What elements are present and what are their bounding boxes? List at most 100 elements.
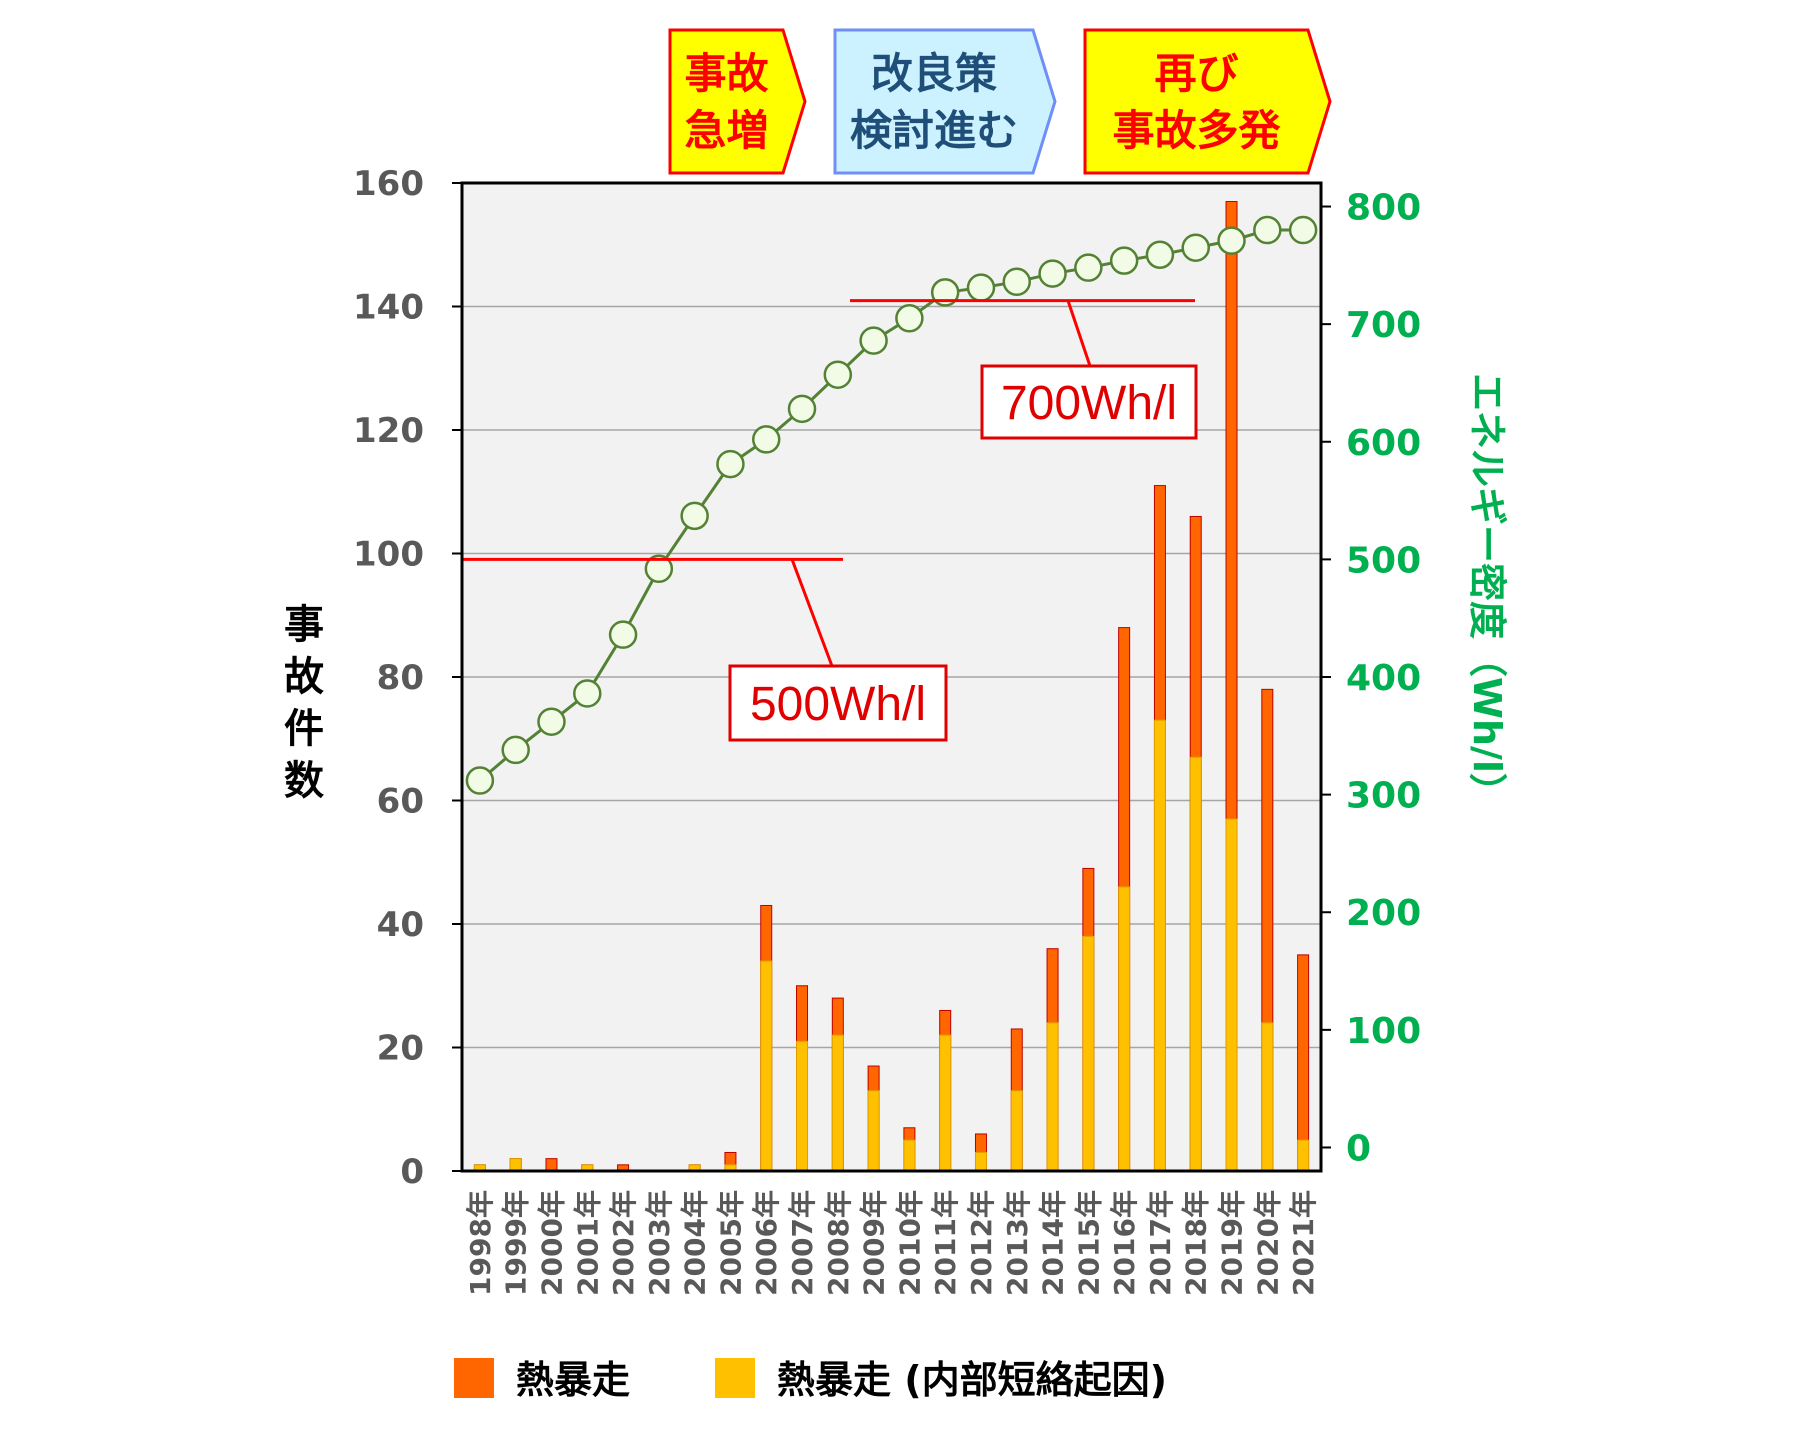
left-axis-ticks: 0 20 40 60 80 100 120 140 160 [353,164,462,1192]
bar-internal-short [1297,1139,1310,1172]
bar-internal-short [903,1139,916,1172]
x-tick-label: 2012年 [965,1190,998,1296]
ref-leader-500 [790,558,834,667]
x-tick-label: 1999年 [500,1190,533,1296]
energy-density-point [573,679,602,708]
bar-internal-short [1010,1090,1023,1172]
bar-internal-short [1082,935,1095,1172]
left-tick-label: 160 [353,164,424,204]
bar-internal-short [509,1158,522,1172]
x-tick-label: 2019年 [1216,1190,1249,1296]
phase-line1: 再び [1154,49,1238,98]
bar-internal-short [939,1034,952,1172]
energy-density-point [930,278,960,307]
energy-density-point [1038,259,1067,288]
right-tick-label: 800 [1346,188,1421,229]
callout-label-500: 500Wh/l [750,678,926,731]
x-tick-label: 2001年 [571,1190,604,1296]
x-tick-label: 2013年 [1001,1190,1034,1296]
right-axis-label: エネルギー密度（Wh/l） [1465,373,1509,811]
bar-internal-short [1118,886,1131,1172]
right-tick-label: 500 [1346,540,1421,581]
phase-banner [833,28,1057,175]
energy-density-point [1181,233,1210,262]
callout-label-700: 700Wh/l [1001,377,1177,430]
right-tick-label: 600 [1346,423,1421,464]
bar-internal-short [1189,756,1202,1172]
left-axis-label-char: 数 [284,758,324,804]
x-tick-label: 2014年 [1037,1190,1070,1296]
energy-density-point [1002,267,1032,297]
energy-density-point [1288,215,1318,245]
x-tick-label: 2005年 [714,1190,747,1296]
energy-density-point [537,707,566,736]
bar-internal-short [831,1034,844,1172]
x-tick-label: 2016年 [1108,1190,1141,1296]
left-tick-label: 0 [400,1152,424,1192]
callout-box-700 [980,364,1198,440]
left-tick-label: 80 [377,658,424,698]
x-axis-ticks: 1998年 1999年 2000年 2001年 2002年 2003年 2004年 2005年… [464,1190,1320,1296]
x-tick-label: 2010年 [893,1190,926,1296]
energy-density-point [501,735,530,765]
bar-thermal-runaway [1297,954,1310,1172]
x-tick-label: 2015年 [1072,1190,1105,1296]
energy-density-point [465,766,495,795]
phase-line1: 改良策 [871,49,997,98]
x-tick-label: 2018年 [1180,1190,1213,1296]
right-tick-label: 200 [1346,893,1421,934]
energy-density-point [716,449,745,479]
energy-density-point [644,554,674,584]
energy-density-point [1253,215,1282,245]
left-axis-label-char: 事 [284,602,324,648]
energy-density-point [1109,246,1139,275]
energy-density-line [465,215,1318,795]
x-tick-label: 2002年 [607,1190,640,1296]
left-axis-label-char: 件 [284,706,324,752]
right-axis-ticks: 0 100 200 300 400 500 600 700 800 [1321,188,1421,1169]
right-tick-label: 100 [1346,1011,1421,1052]
x-tick-label: 2021年 [1287,1190,1320,1296]
ref-leader-700 [1066,300,1092,367]
phase-line1: 事故 [684,49,768,98]
left-tick-label: 100 [353,535,424,575]
x-tick-label: 2004年 [679,1190,712,1296]
energy-density-point [1145,240,1175,269]
right-axis-label: エネルギー密度（Wh/l） [1465,373,1509,811]
x-tick-label: 2003年 [643,1190,676,1296]
left-axis-label-char: 故 [284,654,324,700]
legend-swatch [454,1358,494,1398]
legend-swatch [715,1358,755,1398]
legend: 熱暴走 熱暴走 (内部短絡起因) [454,1358,1167,1402]
x-tick-label: 2020年 [1251,1190,1284,1296]
right-tick-label: 400 [1346,658,1421,699]
x-tick-label: 2000年 [535,1190,568,1296]
left-tick-label: 140 [353,288,424,328]
left-tick-label: 20 [377,1029,424,1069]
bar-internal-short [1153,719,1166,1172]
energy-density-point [751,425,781,454]
legend-label: 熱暴走 [516,1358,630,1402]
x-tick-label: 2008年 [822,1190,855,1296]
left-tick-label: 40 [377,905,424,945]
phase-banner [668,28,807,175]
callouts: 500Wh/l 700Wh/l [462,299,1198,742]
bar-internal-short [796,1040,809,1172]
x-tick-label: 2009年 [858,1190,891,1296]
bar-internal-short [867,1090,880,1172]
energy-density-point [680,501,709,531]
energy-density-point [966,273,996,302]
bars [473,201,1310,1172]
x-tick-label: 1998年 [464,1190,497,1296]
phase-line2: 事故多発 [1112,106,1281,155]
bar-internal-short [1225,818,1238,1172]
x-tick-label: 2017年 [1144,1190,1177,1296]
callout-box-500 [728,664,948,742]
phase-banner [1083,28,1332,175]
energy-density-point [608,620,638,649]
right-tick-label: 300 [1346,776,1421,817]
left-tick-label: 60 [377,782,424,822]
